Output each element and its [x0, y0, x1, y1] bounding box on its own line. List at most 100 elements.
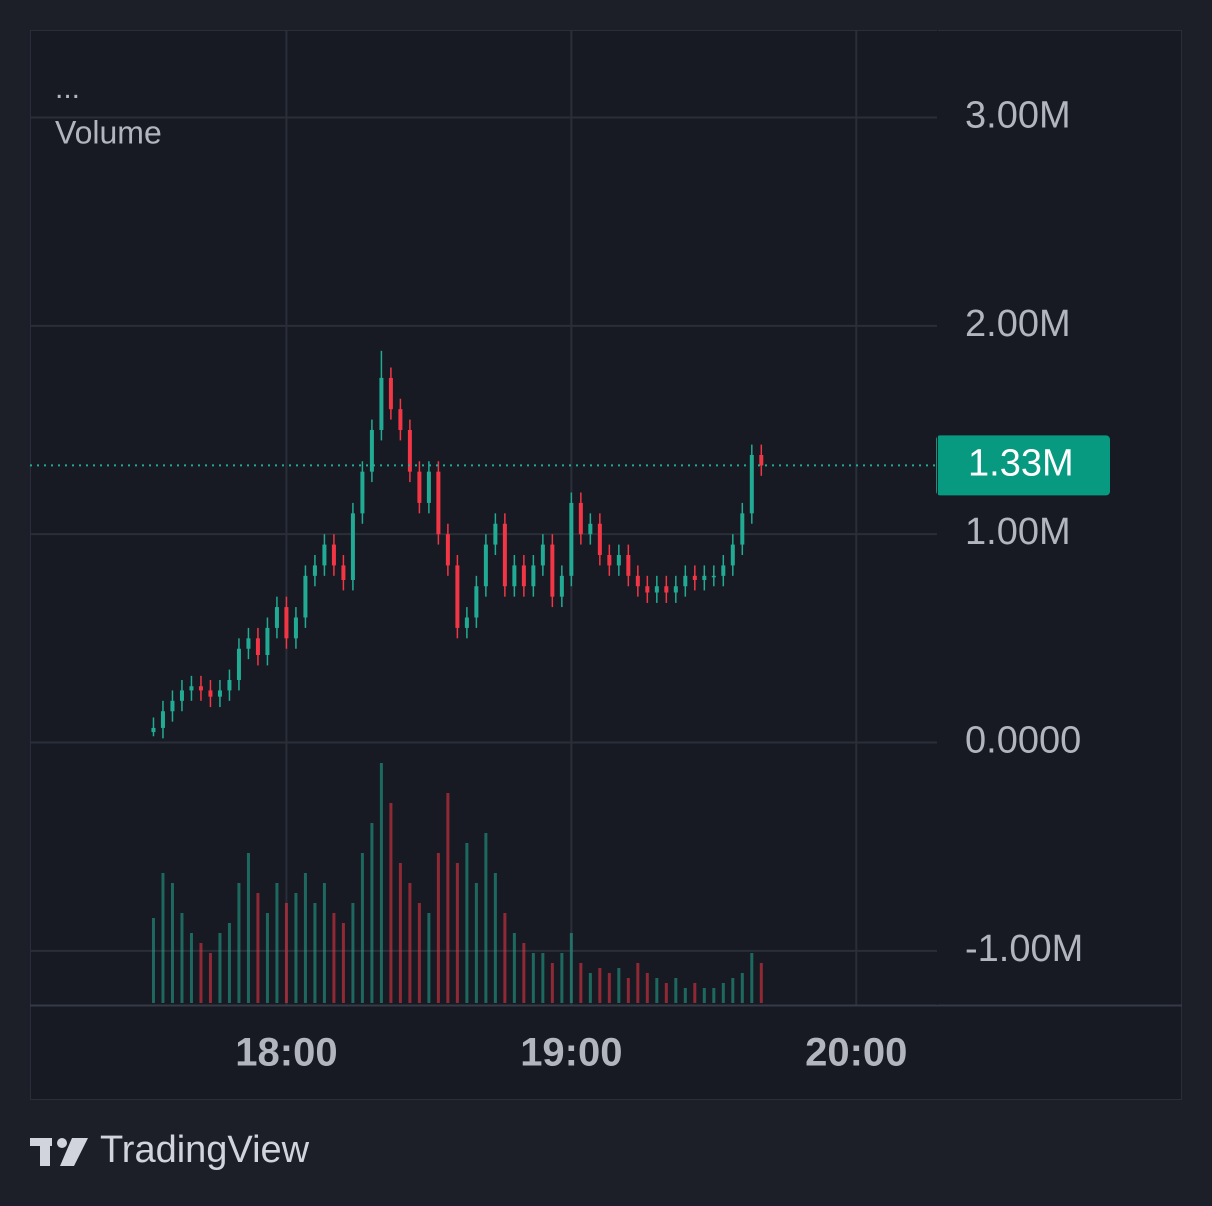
- volume-bar: [199, 943, 203, 1003]
- indicator-label: Volume: [55, 114, 162, 150]
- candle-body: [274, 607, 279, 628]
- volume-bar: [702, 988, 706, 1003]
- volume-bar: [218, 933, 222, 1003]
- candle-body: [293, 617, 298, 639]
- volume-bar: [759, 963, 763, 1003]
- candle-body: [597, 523, 602, 555]
- candle-body: [588, 523, 593, 535]
- volume-bar: [531, 953, 535, 1003]
- volume-bar: [731, 978, 735, 1003]
- volume-bar: [332, 913, 336, 1003]
- candle-body: [398, 409, 403, 430]
- y-tick-label: 3.00M: [965, 95, 1071, 137]
- volume-bar: [398, 863, 402, 1003]
- last-price-label: 1.33M: [968, 442, 1074, 484]
- volume-bar: [664, 983, 668, 1003]
- volume-bar: [721, 983, 725, 1003]
- volume-bar: [161, 873, 165, 1003]
- volume-bar: [683, 988, 687, 1003]
- volume-bar: [313, 903, 317, 1003]
- volume-bar: [351, 903, 355, 1003]
- candle-body: [559, 575, 564, 597]
- volume-bar: [550, 963, 554, 1003]
- volume-bar: [303, 873, 307, 1003]
- candle-body: [255, 638, 260, 655]
- candle-body: [749, 455, 754, 514]
- candle-body: [474, 586, 479, 618]
- volume-bar: [569, 933, 573, 1003]
- volume-bar: [408, 883, 412, 1003]
- x-tick-label: 18:00: [235, 1031, 337, 1075]
- volume-bar: [655, 978, 659, 1003]
- candles: [151, 350, 764, 739]
- candle-body: [198, 686, 203, 691]
- volume-bar: [693, 983, 697, 1003]
- volume-bar: [322, 883, 326, 1003]
- candle-body: [550, 544, 555, 597]
- candle-body: [626, 555, 631, 576]
- volume-bar: [541, 953, 545, 1003]
- candle-body: [179, 690, 184, 701]
- candle-body: [350, 513, 355, 580]
- volume-bar: [170, 883, 174, 1003]
- candle-body: [246, 638, 251, 649]
- candle-body: [711, 575, 716, 578]
- volume-bar: [208, 953, 212, 1003]
- candle-body: [721, 565, 726, 576]
- candle-body: [189, 686, 194, 691]
- volume-bar: [588, 973, 592, 1003]
- volume-bar: [503, 913, 507, 1003]
- volume-bar: [360, 853, 364, 1003]
- candle-body: [436, 471, 441, 535]
- volume-bar: [246, 853, 250, 1003]
- volume-bar: [446, 793, 450, 1003]
- volume-bar: [370, 823, 374, 1003]
- candle-body: [369, 430, 374, 472]
- candle-body: [284, 607, 289, 639]
- volume-bar: [294, 893, 298, 1003]
- candle-body: [417, 471, 422, 503]
- y-tick-label: 0.0000: [965, 720, 1081, 762]
- candle-body: [426, 471, 431, 503]
- candle-body: [664, 586, 669, 593]
- volume-bar: [189, 933, 193, 1003]
- y-tick-label: -1.00M: [965, 928, 1083, 970]
- candle-body: [645, 586, 650, 593]
- volume-bar: [493, 873, 497, 1003]
- candle-body: [407, 430, 412, 472]
- volume-bar: [379, 763, 383, 1003]
- candle-body: [445, 534, 450, 566]
- volume-bar: [341, 923, 345, 1003]
- candle-body: [217, 690, 222, 697]
- candle-body: [227, 680, 232, 691]
- volume-bar: [617, 968, 621, 1003]
- volume-bar: [227, 923, 231, 1003]
- volume-bar: [674, 978, 678, 1003]
- candle-body: [170, 700, 175, 712]
- candle-body: [635, 575, 640, 587]
- candle-body: [312, 565, 317, 576]
- volume-bar: [636, 963, 640, 1003]
- volume-bar: [712, 988, 716, 1003]
- volume-bar: [265, 913, 269, 1003]
- candle-body: [360, 471, 365, 514]
- candle-body: [540, 544, 545, 566]
- volume-bar: [522, 943, 526, 1003]
- candle-body: [151, 727, 156, 733]
- candle-body: [692, 575, 697, 580]
- candle-body: [455, 565, 460, 628]
- candle-body: [683, 575, 688, 587]
- candle-body: [265, 627, 270, 655]
- volume-bar: [455, 863, 459, 1003]
- volume-bar: [560, 953, 564, 1003]
- candle-body: [759, 455, 764, 466]
- menu[interactable]: ...: [55, 72, 80, 105]
- volume-bar: [645, 973, 649, 1003]
- brand-logo: [30, 1138, 88, 1166]
- x-tick-label: 19:00: [520, 1031, 622, 1075]
- volume-bar: [151, 918, 155, 1003]
- candle-body: [322, 544, 327, 566]
- volume-bar: [579, 963, 583, 1003]
- candle-body: [483, 544, 488, 587]
